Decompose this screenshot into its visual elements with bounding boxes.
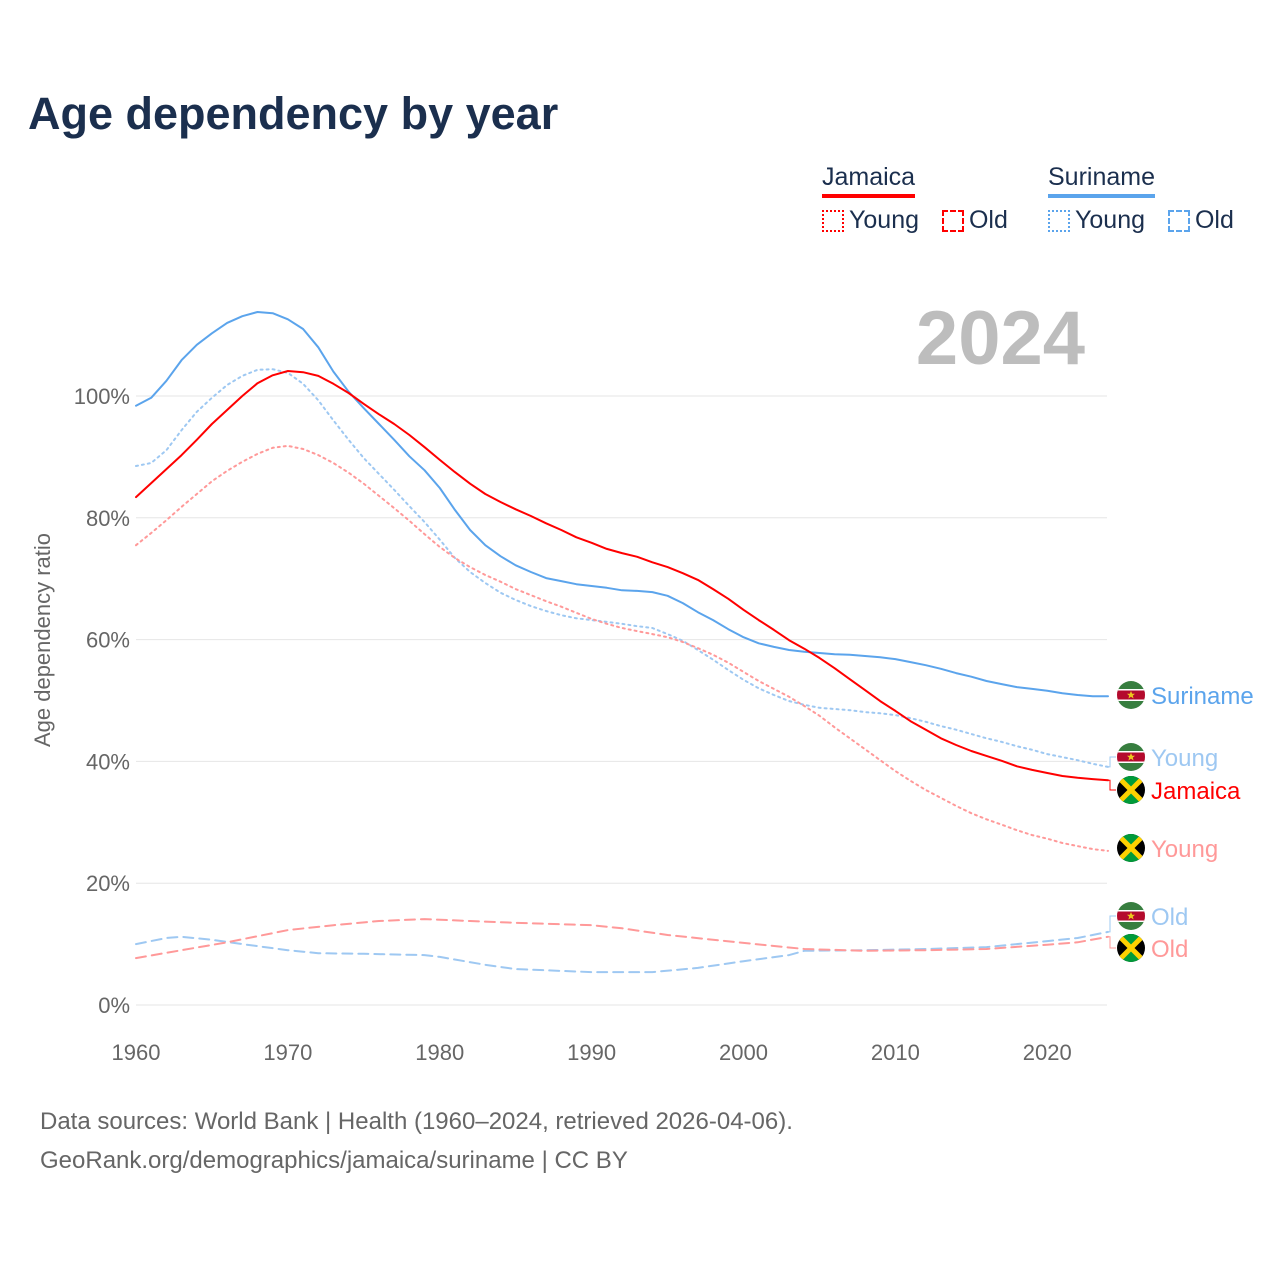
series-end-label: Old <box>1151 936 1188 963</box>
flag-body <box>1117 834 1145 862</box>
flag-star <box>1127 691 1135 699</box>
suriname-flag-icon <box>1117 743 1145 771</box>
flag-green-bottom <box>1117 948 1145 962</box>
legend-jamaica-young[interactable]: Young <box>822 206 919 235</box>
legend-item-label: Old <box>968 206 1008 234</box>
flag-body <box>1117 776 1145 804</box>
x-tick-label: 2000 <box>719 1040 768 1065</box>
legend-suriname-young[interactable]: Young <box>1048 206 1145 235</box>
y-tick-label: 20% <box>86 871 130 896</box>
x-tick-label: 1970 <box>263 1040 312 1065</box>
y-tick-label: 40% <box>86 749 130 774</box>
flag-body <box>1117 902 1145 930</box>
series-end-label: Suriname <box>1151 683 1254 710</box>
legend-item-label: Old <box>1194 206 1234 234</box>
legend-item-label: Young <box>1075 206 1145 234</box>
label-connector <box>1106 915 1116 933</box>
legend-suriname: Suriname Young Old <box>1048 163 1250 239</box>
series-line-jamaica-young <box>135 444 1109 852</box>
y-tick-label: 60% <box>86 628 130 653</box>
footer-attribution: GeoRank.org/demographics/jamaica/surinam… <box>40 1147 628 1174</box>
current-year-label: 2024 <box>916 296 1085 381</box>
dotted-swatch-icon <box>822 209 844 232</box>
y-tick-label: 100% <box>74 384 130 409</box>
series-line-suriname <box>135 311 1109 698</box>
y-tick-label: 80% <box>86 506 130 531</box>
flag-green-top <box>1117 776 1145 790</box>
dotted-swatch-icon <box>1048 209 1070 232</box>
legend-jamaica-old[interactable]: Old <box>941 206 1008 235</box>
suriname-flag-icon <box>1117 681 1145 709</box>
jamaica-flag-icon <box>1117 934 1145 962</box>
flag-star <box>1127 912 1135 920</box>
x-tick-label: 2010 <box>871 1040 920 1065</box>
label-connector <box>1106 756 1116 768</box>
series-line-jamaica <box>135 370 1109 782</box>
legend-jamaica-label: Jamaica <box>822 163 916 198</box>
series-end-label: Young <box>1151 836 1218 863</box>
flag-star <box>1127 753 1135 761</box>
flag-green-bottom <box>1117 790 1145 804</box>
flag-green-bottom <box>1117 848 1145 862</box>
y-axis-label: Age dependency ratio <box>30 533 55 747</box>
jamaica-flag-icon <box>1117 776 1145 804</box>
series-line-suriname-old <box>135 930 1109 974</box>
legend-item-label: Young <box>849 206 919 234</box>
dashed-swatch-icon <box>941 209 964 232</box>
legend-suriname-old[interactable]: Old <box>1167 206 1234 235</box>
legend-jamaica: Jamaica Young Old <box>822 163 1024 239</box>
flag-green-top <box>1117 934 1145 948</box>
series-line-suriname-young <box>135 368 1109 768</box>
series-end-label: Old <box>1151 904 1188 931</box>
label-connector <box>1106 936 1116 949</box>
flag-body <box>1117 681 1145 709</box>
x-tick-label: 1990 <box>567 1040 616 1065</box>
flag-body <box>1117 934 1145 962</box>
series-line-jamaica-old <box>135 918 1109 960</box>
x-tick-label: 1980 <box>415 1040 464 1065</box>
series-end-label: Jamaica <box>1151 778 1241 805</box>
footer-sources: Data sources: World Bank | Health (1960–… <box>40 1108 793 1135</box>
x-tick-label: 1960 <box>112 1040 161 1065</box>
dashed-swatch-icon <box>1167 209 1190 232</box>
suriname-flag-icon <box>1117 902 1145 930</box>
series-end-label: Young <box>1151 745 1218 772</box>
y-tick-label: 0% <box>98 993 130 1018</box>
legend-suriname-label: Suriname <box>1048 163 1155 198</box>
jamaica-flag-icon <box>1117 834 1145 862</box>
flag-body <box>1117 743 1145 771</box>
flag-green-top <box>1117 834 1145 848</box>
label-connector <box>1106 779 1116 791</box>
chart-title: Age dependency by year <box>28 88 559 139</box>
x-tick-label: 2020 <box>1023 1040 1072 1065</box>
